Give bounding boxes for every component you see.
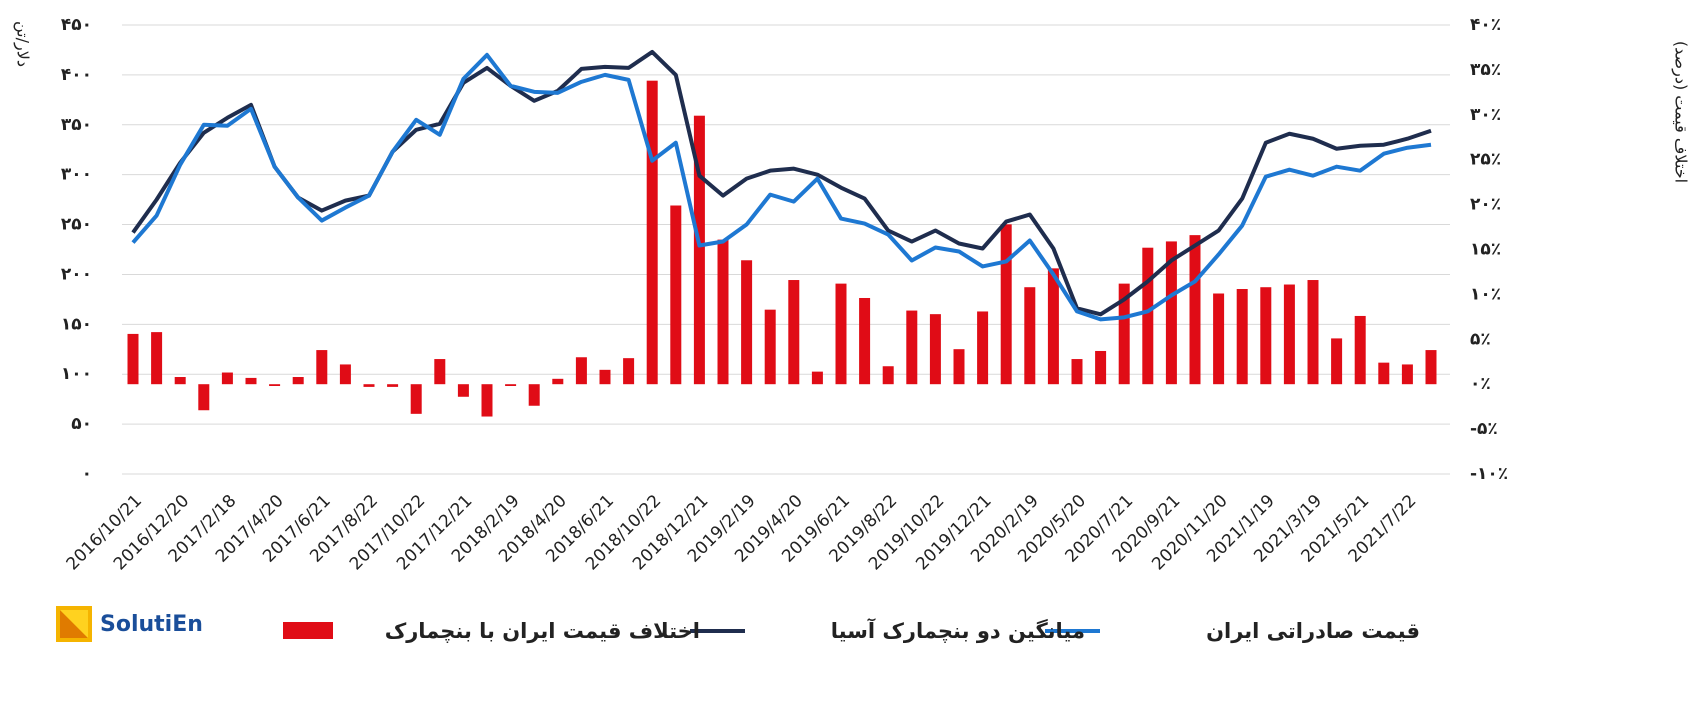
y2-tick-label: ۳۰٪ bbox=[1470, 105, 1501, 125]
y2-tick-label: ۲۵٪ bbox=[1470, 150, 1501, 170]
y-tick-label: ۲۰۰ bbox=[61, 264, 92, 284]
bar bbox=[741, 260, 753, 385]
bar bbox=[1000, 224, 1012, 385]
y-tick-label: ۵۰ bbox=[71, 414, 92, 434]
bar bbox=[1260, 287, 1272, 385]
bar bbox=[670, 205, 682, 385]
bar bbox=[623, 358, 635, 385]
bar bbox=[693, 115, 705, 385]
bar bbox=[481, 384, 493, 417]
y-tick-label: ۳۵۰ bbox=[61, 115, 92, 135]
bar bbox=[151, 332, 163, 385]
bar bbox=[1236, 289, 1248, 385]
legend-label: اختلاف قیمت ایران با بنچمارک bbox=[385, 619, 700, 643]
bar bbox=[1354, 315, 1366, 385]
bar bbox=[906, 310, 918, 385]
bar bbox=[882, 366, 894, 385]
y2-tick-label: -۵٪ bbox=[1470, 419, 1498, 439]
bar bbox=[1331, 338, 1343, 385]
bar bbox=[1189, 235, 1201, 385]
logo-icon bbox=[56, 606, 92, 642]
bar bbox=[1118, 283, 1130, 385]
y-tick-label: ۱۰۰ bbox=[61, 364, 92, 384]
bar bbox=[717, 239, 729, 385]
bar bbox=[1378, 362, 1390, 385]
bar bbox=[788, 280, 800, 385]
bar bbox=[505, 384, 517, 386]
bar bbox=[929, 314, 941, 385]
bar bbox=[1401, 364, 1413, 385]
bar bbox=[245, 377, 257, 385]
y2-tick-label: ۴۰٪ bbox=[1470, 15, 1501, 35]
bar bbox=[1283, 284, 1295, 385]
bar bbox=[1071, 359, 1083, 385]
bar bbox=[575, 357, 587, 385]
bar bbox=[953, 349, 965, 385]
bar bbox=[198, 384, 210, 411]
y2-tick-label: ۲۰٪ bbox=[1470, 195, 1501, 215]
bar bbox=[457, 384, 469, 397]
y-axis-title: دلار/تن bbox=[13, 21, 33, 67]
logo-text: SolutiEn bbox=[100, 612, 203, 637]
bar bbox=[811, 371, 823, 385]
bar bbox=[764, 309, 776, 385]
bar bbox=[1213, 293, 1225, 385]
bar bbox=[434, 359, 446, 385]
bar bbox=[528, 384, 540, 406]
bar bbox=[1307, 280, 1319, 385]
y-tick-label: ۳۰۰ bbox=[61, 165, 92, 185]
bar bbox=[835, 283, 847, 385]
bar bbox=[127, 333, 139, 385]
bar bbox=[1142, 247, 1154, 385]
bar bbox=[646, 80, 658, 385]
bar bbox=[977, 311, 989, 385]
bar bbox=[1095, 350, 1107, 385]
y2-tick-label: ۵٪ bbox=[1470, 329, 1491, 349]
bar bbox=[292, 377, 304, 385]
bar bbox=[410, 384, 422, 414]
y2-tick-label: -۱۰٪ bbox=[1470, 464, 1508, 484]
line-series bbox=[131, 52, 1432, 322]
line-series bbox=[131, 49, 1432, 317]
bar bbox=[599, 369, 611, 385]
y2-tick-label: ۰٪ bbox=[1470, 374, 1491, 394]
y2-tick-label: ۱۵٪ bbox=[1470, 240, 1501, 260]
y-tick-label: ۴۰۰ bbox=[61, 65, 92, 85]
bar bbox=[1425, 350, 1437, 385]
y-tick-label: ۰ bbox=[82, 464, 92, 484]
bar bbox=[1165, 241, 1177, 385]
legend-swatch bbox=[283, 622, 333, 639]
bar bbox=[316, 350, 328, 385]
y-tick-label: ۲۵۰ bbox=[61, 215, 92, 235]
bar bbox=[1024, 287, 1036, 385]
legend-label: میانگین دو بنچمارک آسیا bbox=[831, 618, 1085, 643]
bar bbox=[1047, 268, 1059, 385]
bar bbox=[363, 384, 375, 387]
y-tick-label: ۴۵۰ bbox=[61, 15, 92, 35]
y2-tick-label: ۱۰٪ bbox=[1470, 284, 1501, 304]
bar bbox=[221, 372, 233, 385]
y2-tick-label: ۳۵٪ bbox=[1470, 60, 1501, 80]
y-tick-label: ۱۵۰ bbox=[61, 314, 92, 334]
bar bbox=[552, 378, 564, 385]
bar bbox=[174, 377, 186, 385]
bar bbox=[387, 384, 399, 387]
bar bbox=[269, 384, 281, 386]
bar bbox=[339, 364, 351, 385]
bar bbox=[859, 297, 871, 385]
legend-label: قیمت صادراتی ایران bbox=[1206, 619, 1420, 643]
y2-axis-title: اختلاف قیمت (درصد) bbox=[1671, 41, 1691, 183]
